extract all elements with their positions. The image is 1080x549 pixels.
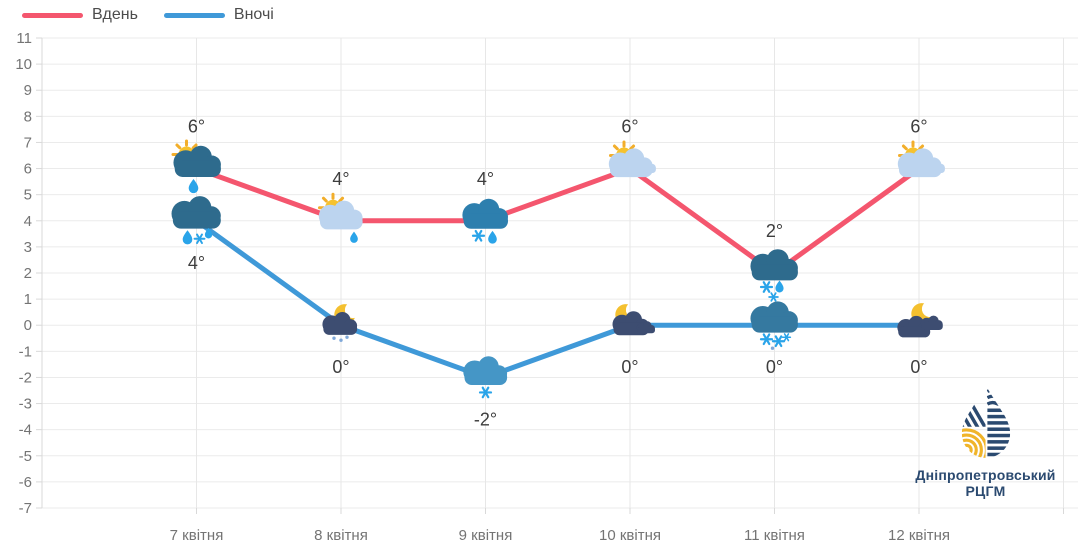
y-axis-label: -5 (19, 448, 32, 465)
day-point-label: 2° (766, 221, 783, 241)
y-axis-label: 0 (24, 317, 32, 334)
legend-item-night: Вночі (163, 6, 274, 24)
y-axis-label: 8 (24, 108, 32, 125)
night-series-swatch (163, 12, 225, 18)
night-series-line (194, 218, 922, 380)
y-axis-label: -7 (19, 500, 32, 517)
y-axis-label: 2 (24, 265, 32, 282)
cloud-snow-flurries-icon (750, 301, 798, 350)
y-axis-label: -1 (19, 343, 32, 360)
sun-rain-cloud-icon (171, 139, 221, 194)
chart-legend: Вдень Вночі (22, 6, 300, 24)
y-axis-label: 9 (24, 82, 32, 99)
y-axis-label: 11 (16, 30, 32, 47)
night-point-label: 0° (621, 357, 638, 377)
day-series-line (194, 166, 922, 276)
x-axis-label: 9 квітня (459, 527, 513, 544)
legend-item-day: Вдень (22, 6, 138, 24)
x-axis-label: 11 квітня (744, 527, 805, 544)
moon-cloud-icon (612, 304, 655, 336)
night-point-label: 0° (766, 357, 783, 377)
day-point-label: 6° (910, 117, 927, 137)
cloud-sleet-icon (462, 198, 508, 244)
y-axis-label: 10 (15, 56, 32, 73)
night-point-label: 0° (910, 357, 927, 377)
x-axis-label: 10 квітня (599, 527, 661, 544)
y-axis-label: -2 (19, 369, 32, 386)
sun-cloud-icon (608, 140, 656, 178)
night-point-label: 4° (188, 253, 205, 273)
y-axis-label: 3 (24, 239, 32, 256)
sun-cloud-rain-icon (318, 192, 363, 243)
sun-cloud-icon (897, 140, 945, 178)
y-axis-label: 6 (24, 161, 32, 178)
day-series-swatch (22, 12, 83, 18)
cloud-snow-icon (463, 356, 508, 399)
y-axis-label: -6 (19, 474, 32, 491)
org-name-line1: Дніпропетровський (915, 467, 1056, 483)
y-axis-label: -4 (19, 422, 32, 439)
x-axis-label: 8 квітня (314, 527, 368, 544)
y-axis-label: 1 (24, 291, 32, 308)
x-axis-label: 7 квітня (170, 527, 224, 544)
night-point-label: 0° (332, 357, 349, 377)
moon-clouds-icon (897, 303, 943, 338)
cloud-sleet-snow-icon (750, 249, 798, 302)
y-axis-label: -3 (19, 396, 32, 413)
night-series-label: Вночі (233, 6, 274, 23)
org-name-line2: РЦГМ (965, 483, 1006, 499)
moon-cloud-snow-icon (322, 304, 358, 342)
day-series-label: Вдень (92, 6, 138, 23)
y-axis-label: 5 (24, 187, 32, 204)
x-axis-label: 12 квітня (888, 527, 950, 544)
y-axis-label: 4 (24, 213, 32, 230)
night-point-label: -2° (474, 409, 497, 429)
day-point-label: 4° (332, 169, 349, 189)
cloud-rain-sleet-icon (171, 196, 221, 245)
day-point-label: 6° (188, 117, 205, 137)
water-drop-logo-icon (961, 385, 1010, 458)
y-axis-label: 7 (24, 134, 32, 151)
org-logo: Дніпропетровський РЦГМ (913, 384, 1058, 499)
day-point-label: 4° (477, 169, 494, 189)
day-point-label: 6° (621, 117, 638, 137)
